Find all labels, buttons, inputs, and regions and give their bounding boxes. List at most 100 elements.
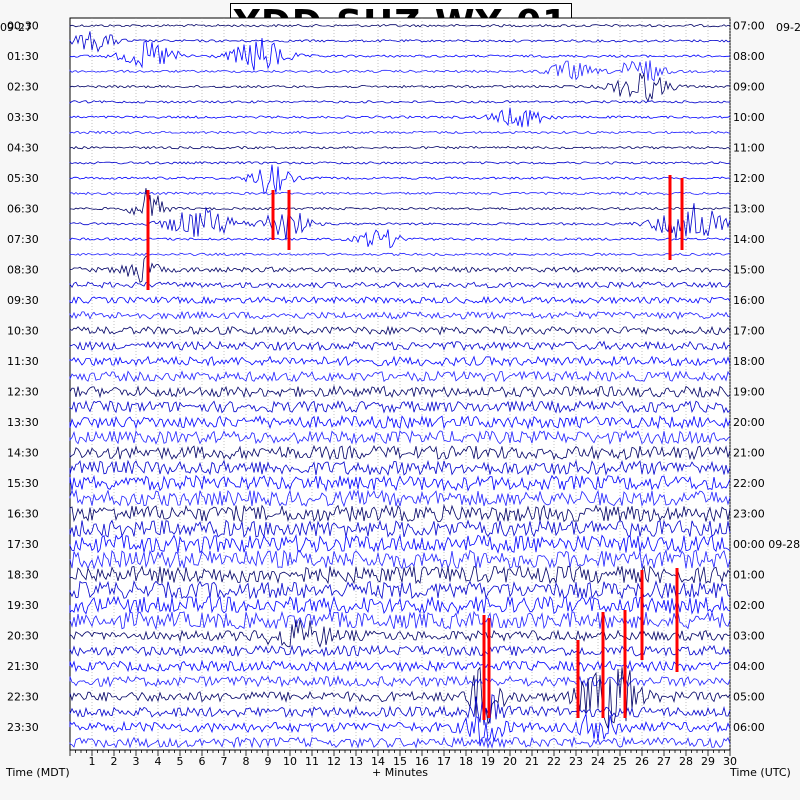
x-tick-label: 17 [437, 755, 451, 768]
right-time-label: 09:00 [733, 81, 765, 94]
right-time-label: 11:00 [733, 142, 765, 155]
right-time-label: 21:00 [733, 447, 765, 460]
trace-line [69, 340, 731, 352]
left-time-label: 20:30 [7, 630, 39, 643]
trace-line [69, 295, 731, 305]
trace-line [69, 610, 731, 631]
right-time-label: 03:00 [733, 630, 765, 643]
trace-line [69, 735, 731, 749]
trace-line [69, 694, 731, 726]
x-tick-label: 12 [327, 755, 341, 768]
seismic-traces [69, 23, 731, 749]
x-tick-label: 18 [459, 755, 473, 768]
trace-line [69, 459, 731, 477]
trace-line [69, 31, 731, 53]
trace-line [69, 72, 731, 103]
trace-line [69, 580, 731, 600]
left-time-label: 09:30 [7, 294, 39, 307]
x-tick-label: 3 [133, 755, 140, 768]
x-tick-label: 9 [265, 755, 272, 768]
right-time-label: 10:00 [733, 111, 765, 124]
trace-line [69, 145, 731, 150]
left-time-label: 12:30 [7, 386, 39, 399]
x-tick-label: 10 [283, 755, 297, 768]
x-tick-label: 26 [635, 755, 649, 768]
trace-line [69, 310, 731, 321]
x-tick-label: 30 [723, 755, 737, 768]
left-time-label: 14:30 [7, 447, 39, 460]
left-date-label: 09-27 [0, 21, 32, 34]
trace-line [69, 444, 731, 461]
x-tick-label: 4 [155, 755, 162, 768]
x-tick-label: 24 [591, 755, 605, 768]
left-time-label: 17:30 [7, 538, 39, 551]
x-tick-label: 16 [415, 755, 429, 768]
right-date-label: 09-2 [776, 21, 800, 34]
trace-line [69, 548, 731, 570]
left-time-label: 16:30 [7, 508, 39, 521]
left-time-label: 01:30 [7, 50, 39, 63]
right-time-label: 12:00 [733, 172, 765, 185]
left-time-label: 00:30 [7, 20, 39, 33]
left-time-label: 18:30 [7, 569, 39, 582]
trace-line [69, 674, 731, 688]
x-axis-ticks: 1 2 3 4 5 6 7 8 9 10 11 12 13 14 15 16 17 18 19 20 21 22 23 24 2… [69, 750, 737, 768]
trace-line [69, 37, 731, 71]
right-time-label: 00:00 09-28 [733, 538, 800, 551]
left-time-label: 04:30 [7, 142, 39, 155]
trace-line [69, 191, 731, 196]
x-tick-label: 29 [701, 755, 715, 768]
left-time-labels: 00:30 01:30 02:30 03:30 04:30 05:30 06:30 07:30… [7, 20, 39, 735]
right-time-label: 20:00 [733, 416, 765, 429]
trace-line [69, 399, 731, 414]
x-axis-right-title: Time (UTC) [730, 766, 791, 779]
trace-line [69, 429, 731, 445]
x-tick-label: 28 [679, 755, 693, 768]
left-time-label: 08:30 [7, 264, 39, 277]
trace-line [69, 130, 731, 135]
trace-line [69, 503, 731, 523]
x-tick-label: 14 [371, 755, 385, 768]
x-tick-label: 13 [349, 755, 363, 768]
left-time-label: 22:30 [7, 691, 39, 704]
trace-line [69, 23, 731, 28]
right-time-label: 14:00 [733, 233, 765, 246]
trace-line [69, 100, 731, 104]
trace-line [69, 107, 731, 128]
left-time-label: 19:30 [7, 599, 39, 612]
trace-line [69, 161, 731, 165]
x-tick-label: 15 [393, 755, 407, 768]
trace-line [69, 489, 731, 508]
trace-line [69, 564, 731, 585]
x-axis-center-title: + Minutes [372, 766, 429, 779]
x-tick-label: 25 [613, 755, 627, 768]
left-time-label: 07:30 [7, 233, 39, 246]
trace-line [69, 325, 731, 336]
right-time-label: 16:00 [733, 294, 765, 307]
trace-line [69, 414, 731, 430]
trace-line [69, 595, 731, 615]
trace-line [69, 164, 731, 194]
left-time-label: 13:30 [7, 416, 39, 429]
left-time-label: 06:30 [7, 203, 39, 216]
left-time-label: 03:30 [7, 111, 39, 124]
x-tick-label: 8 [243, 755, 250, 768]
right-time-label: 04:00 [733, 660, 765, 673]
trace-line [69, 666, 731, 729]
trace-line [69, 713, 731, 747]
trace-line [69, 188, 731, 216]
trace-line [69, 474, 731, 492]
x-tick-label: 1 [89, 755, 96, 768]
right-time-label: 07:00 [733, 20, 765, 33]
right-time-label: 19:00 [733, 386, 765, 399]
x-tick-label: 23 [569, 755, 583, 768]
x-axis-left-title: Time (MDT) [6, 766, 70, 779]
x-tick-label: 11 [305, 755, 319, 768]
left-time-label: 05:30 [7, 172, 39, 185]
clipped-signals [146, 175, 684, 720]
trace-line [69, 255, 731, 283]
trace-line [69, 355, 731, 367]
right-time-label: 06:00 [733, 721, 765, 734]
left-time-label: 02:30 [7, 81, 39, 94]
right-time-label: 23:00 [733, 508, 765, 521]
